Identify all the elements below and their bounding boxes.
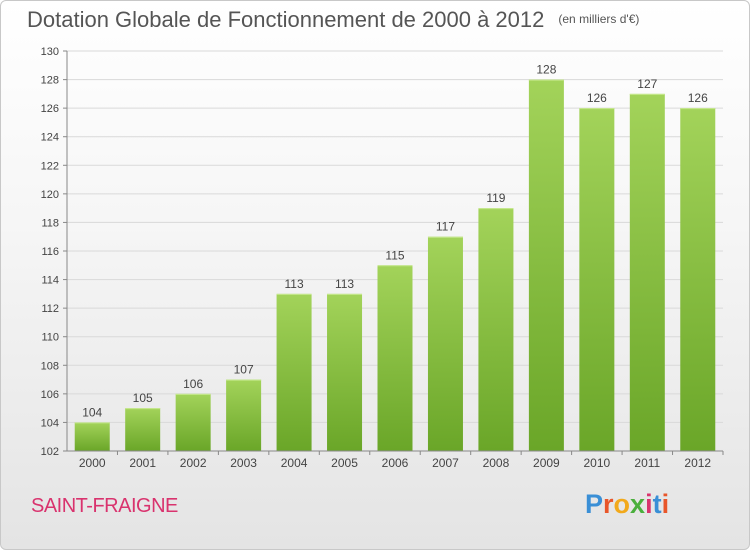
bar-2009 — [528, 79, 564, 452]
chart-title: Dotation Globale de Fonctionnement de 20… — [27, 7, 639, 33]
data-label: 106 — [183, 377, 203, 391]
data-label: 105 — [133, 391, 153, 405]
data-label: 113 — [335, 277, 354, 291]
bar-2004 — [276, 293, 312, 451]
bar-2000 — [74, 422, 110, 451]
x-tick-label: 2003 — [230, 456, 257, 470]
logo-letter: x — [630, 489, 646, 519]
x-tick-label: 2002 — [180, 456, 207, 470]
data-label: 115 — [385, 248, 404, 262]
x-tick-label: 2006 — [382, 456, 409, 470]
bar-2011 — [629, 93, 665, 451]
logo-letter: i — [645, 489, 653, 519]
y-tick-label: 110 — [41, 332, 59, 344]
x-tick-label: 2005 — [331, 456, 358, 470]
logo-letter: i — [661, 489, 670, 519]
y-tick-label: 112 — [41, 303, 59, 315]
data-label: 117 — [436, 220, 455, 234]
x-tick-label: 2000 — [79, 456, 106, 470]
data-label: 128 — [536, 63, 556, 77]
y-tick-label: 102 — [41, 446, 59, 458]
y-tick-label: 124 — [41, 132, 59, 144]
logo-letter: r — [603, 489, 614, 519]
data-label: 126 — [587, 91, 607, 105]
data-label: 119 — [486, 191, 505, 205]
x-tick-label: 2001 — [129, 456, 156, 470]
y-tick-label: 128 — [41, 75, 59, 87]
proxiti-logo: Proxiti — [585, 489, 669, 520]
data-labels: 104 105 106 107 113 113 115 117 119 128 126 127 126 — [82, 63, 708, 420]
bar-2010 — [579, 108, 615, 452]
x-tick-label: 2012 — [684, 456, 711, 470]
y-tick-label: 108 — [41, 360, 59, 372]
axes: 1021041061081101121141161181201221241261… — [41, 46, 724, 470]
data-label: 107 — [234, 363, 254, 377]
bars — [74, 79, 716, 452]
data-label: 127 — [637, 77, 657, 91]
x-tick-label: 2004 — [281, 456, 308, 470]
chart-title-text: Dotation Globale de Fonctionnement de 20… — [27, 7, 545, 32]
bar-2002 — [175, 393, 211, 451]
y-tick-label: 106 — [41, 389, 59, 401]
x-tick-label: 2009 — [533, 456, 560, 470]
bar-2008 — [478, 208, 514, 451]
x-tick-label: 2010 — [583, 456, 610, 470]
y-tick-label: 122 — [41, 160, 59, 172]
y-tick-label: 114 — [41, 275, 59, 287]
x-tick-label: 2008 — [483, 456, 510, 470]
bar-2006 — [377, 265, 413, 451]
y-tick-label: 120 — [41, 189, 59, 201]
y-tick-label: 116 — [41, 246, 59, 258]
data-label: 126 — [688, 91, 708, 105]
logo-letter: P — [585, 489, 604, 519]
x-tick-label: 2011 — [634, 456, 660, 470]
y-tick-label: 130 — [41, 46, 59, 58]
commune-name: SAINT-FRAIGNE — [31, 495, 178, 517]
bar-2012 — [680, 108, 716, 452]
y-tick-label: 126 — [41, 103, 59, 115]
logo-letter: t — [652, 489, 662, 519]
unit-note: (en milliers d'€) — [558, 12, 640, 26]
bar-2005 — [327, 293, 363, 451]
bar-2003 — [226, 379, 262, 451]
y-tick-label: 118 — [41, 217, 59, 229]
bar-2001 — [125, 408, 161, 451]
x-tick-label: 2007 — [432, 456, 459, 470]
data-label: 104 — [82, 405, 102, 419]
logo-letter: o — [613, 489, 631, 519]
data-label: 113 — [285, 277, 304, 291]
bar-2007 — [427, 236, 463, 451]
y-tick-label: 104 — [41, 417, 59, 429]
